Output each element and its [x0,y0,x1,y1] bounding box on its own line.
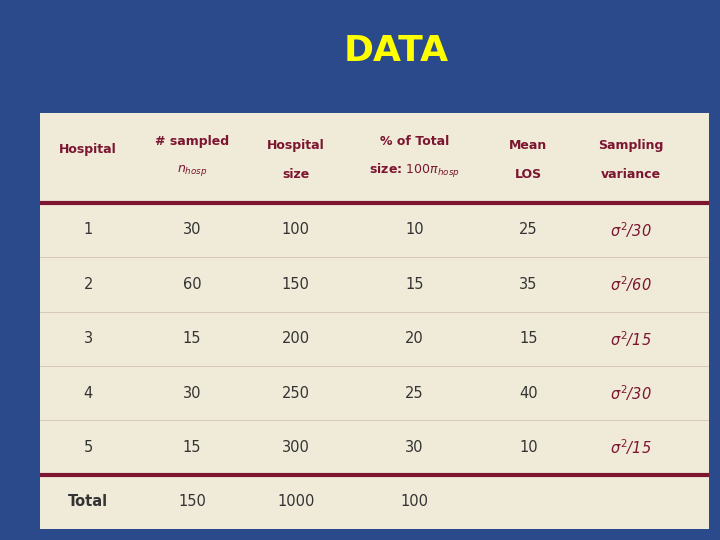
Text: 4: 4 [84,386,93,401]
Text: 25: 25 [519,222,538,238]
Text: 1000: 1000 [277,495,315,510]
Text: 300: 300 [282,440,310,455]
Text: 100: 100 [400,495,428,510]
Text: DATA: DATA [343,35,449,68]
Text: 15: 15 [183,440,201,455]
Text: Hospital: Hospital [59,143,117,156]
Text: 25: 25 [405,386,424,401]
Text: # sampled: # sampled [155,135,229,148]
Text: size: $100\pi_{hosp}$: size: $100\pi_{hosp}$ [369,161,460,180]
FancyBboxPatch shape [40,113,709,529]
Text: 2: 2 [84,277,93,292]
Text: variance: variance [600,168,660,181]
Text: 30: 30 [183,386,201,401]
Text: $n_{hosp}$: $n_{hosp}$ [176,163,207,178]
Text: Hospital: Hospital [267,139,325,152]
Text: 15: 15 [405,277,424,292]
Text: 10: 10 [405,222,424,238]
Text: 20: 20 [405,332,424,346]
Text: Mean: Mean [509,139,547,152]
Text: 30: 30 [405,440,424,455]
Text: 250: 250 [282,386,310,401]
Text: 10: 10 [519,440,538,455]
Text: 1: 1 [84,222,93,238]
Text: 35: 35 [519,277,538,292]
Text: $\sigma^2$/30: $\sigma^2$/30 [610,220,652,240]
Text: 150: 150 [282,277,310,292]
Text: 150: 150 [178,495,206,510]
Text: $\sigma^2$/60: $\sigma^2$/60 [610,274,652,294]
Text: 15: 15 [519,332,538,346]
Text: 5: 5 [84,440,93,455]
Text: 100: 100 [282,222,310,238]
Text: $\sigma^2$/30: $\sigma^2$/30 [610,383,652,403]
Text: 200: 200 [282,332,310,346]
Text: $\sigma^2$/15: $\sigma^2$/15 [610,438,652,457]
Text: Total: Total [68,495,108,510]
Text: $\sigma^2$/15: $\sigma^2$/15 [610,329,652,349]
Text: 15: 15 [183,332,201,346]
Text: LOS: LOS [515,168,542,181]
Text: % of Total: % of Total [380,135,449,148]
Text: size: size [282,168,310,181]
Text: 40: 40 [519,386,538,401]
Text: 60: 60 [183,277,202,292]
Text: Sampling: Sampling [598,139,663,152]
Text: 3: 3 [84,332,93,346]
Text: 30: 30 [183,222,201,238]
